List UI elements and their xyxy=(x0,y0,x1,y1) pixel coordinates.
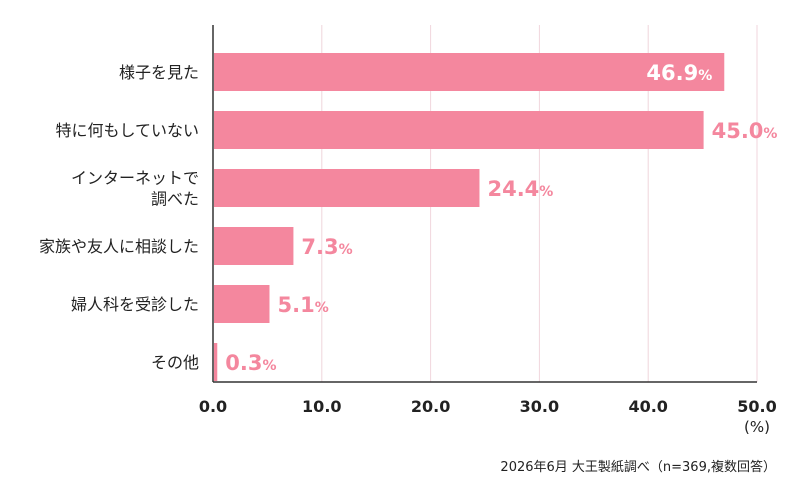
value-label: 46.9% xyxy=(646,61,712,85)
value-label: 45.0% xyxy=(712,119,778,143)
x-tick-label: 20.0 xyxy=(411,397,450,416)
category-label: 家族や友人に相談した xyxy=(39,237,199,256)
category-label: その他 xyxy=(151,353,199,372)
value-label: 5.1% xyxy=(277,293,328,317)
x-tick-label: 50.0 xyxy=(737,397,776,416)
bar xyxy=(214,169,480,207)
category-label: 特に何もしていない xyxy=(55,121,199,140)
x-tick-label: 10.0 xyxy=(302,397,341,416)
bar xyxy=(214,343,218,381)
bar xyxy=(214,53,725,91)
value-label: 24.4% xyxy=(487,177,553,201)
x-tick-label: 30.0 xyxy=(520,397,559,416)
bar xyxy=(214,111,704,149)
category-label: 婦人科を受診した xyxy=(71,295,199,314)
value-label: 0.3% xyxy=(225,351,276,375)
bar xyxy=(214,227,294,265)
category-label: 様子を見た xyxy=(119,63,199,82)
value-label: 7.3% xyxy=(301,235,352,259)
value-labels: 46.9% 45.0% 24.4% 7.3% 5.1% 0.3% xyxy=(225,61,777,375)
category-label: インターネットで調べた xyxy=(71,169,199,209)
source-note: 2026年6月 大王製紙調べ（n=369,複数回答） xyxy=(500,460,776,475)
x-axis-ticks: 0.0 10.0 20.0 30.0 40.0 50.0 xyxy=(199,397,777,416)
x-tick-label: 0.0 xyxy=(199,397,227,416)
bar xyxy=(214,285,270,323)
category-labels: 様子を見た特に何もしていないインターネットで調べた家族や友人に相談した婦人科を受… xyxy=(39,63,199,372)
x-tick-label: 40.0 xyxy=(628,397,667,416)
bars xyxy=(214,53,725,381)
x-axis-unit-label: (%) xyxy=(744,418,770,436)
